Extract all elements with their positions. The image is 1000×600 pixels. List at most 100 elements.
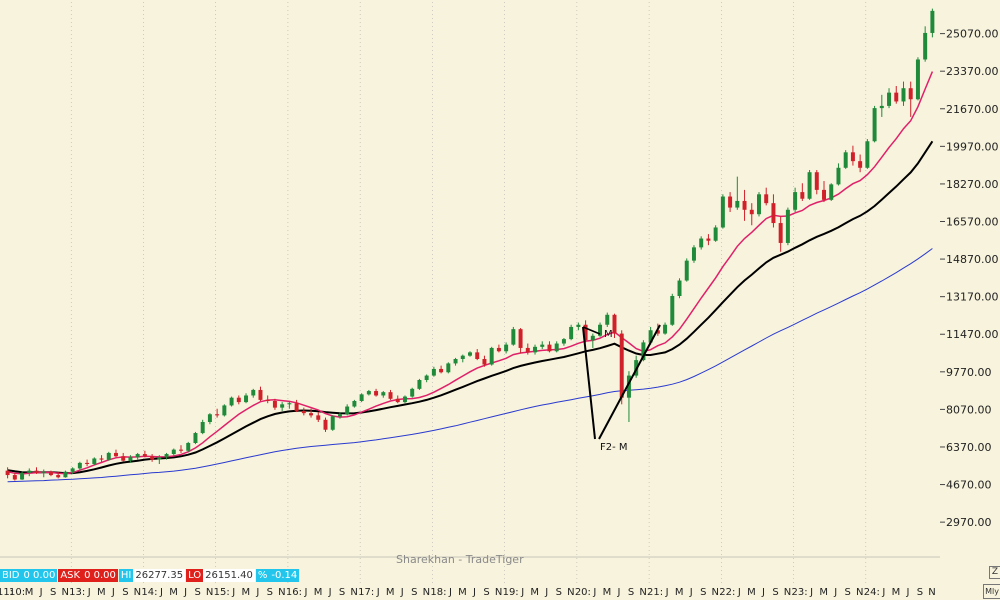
candle[interactable] xyxy=(764,187,769,206)
trendline-top[interactable] xyxy=(582,326,601,335)
candle[interactable] xyxy=(388,389,393,400)
candle[interactable] xyxy=(843,150,848,169)
candle[interactable] xyxy=(135,452,140,460)
candle[interactable] xyxy=(453,357,458,366)
candle[interactable] xyxy=(309,408,314,418)
zoom-button[interactable]: Z xyxy=(989,566,1000,579)
candle[interactable] xyxy=(179,445,183,453)
candle[interactable] xyxy=(757,192,761,217)
candle[interactable] xyxy=(605,312,610,327)
candle[interactable] xyxy=(908,81,913,117)
candle[interactable] xyxy=(294,399,299,413)
candle[interactable] xyxy=(439,365,444,374)
candle[interactable] xyxy=(489,346,494,366)
candle[interactable] xyxy=(879,94,884,117)
candle[interactable] xyxy=(583,320,588,343)
candle[interactable] xyxy=(684,258,689,282)
candle[interactable] xyxy=(301,407,306,416)
candle[interactable] xyxy=(706,234,711,246)
candle[interactable] xyxy=(323,417,328,432)
candle[interactable] xyxy=(359,393,364,403)
candle[interactable] xyxy=(251,388,256,398)
candle[interactable] xyxy=(63,470,68,478)
candle[interactable] xyxy=(229,396,234,407)
candle[interactable] xyxy=(12,472,17,481)
candle[interactable] xyxy=(27,468,32,477)
candle[interactable] xyxy=(829,183,834,201)
candle[interactable] xyxy=(504,342,509,354)
candle[interactable] xyxy=(150,454,155,462)
candle[interactable] xyxy=(670,293,675,326)
candle[interactable] xyxy=(48,470,53,477)
candle[interactable] xyxy=(728,192,733,212)
candle[interactable] xyxy=(576,322,581,331)
candle[interactable] xyxy=(316,412,321,422)
ma-mid-line[interactable] xyxy=(7,140,934,475)
candle[interactable] xyxy=(923,26,928,62)
candle[interactable] xyxy=(236,395,241,405)
candle[interactable] xyxy=(424,374,429,383)
candle[interactable] xyxy=(872,105,877,143)
candle[interactable] xyxy=(598,322,603,337)
candle[interactable] xyxy=(691,245,696,263)
candle[interactable] xyxy=(446,362,451,374)
candle[interactable] xyxy=(395,395,400,404)
candle[interactable] xyxy=(822,181,827,203)
candle[interactable] xyxy=(142,450,147,458)
candle[interactable] xyxy=(20,471,25,480)
candle[interactable] xyxy=(800,183,805,201)
candle[interactable] xyxy=(901,81,906,106)
candle[interactable] xyxy=(814,170,819,195)
candle[interactable] xyxy=(337,412,342,419)
candle[interactable] xyxy=(785,207,790,246)
candle[interactable] xyxy=(626,371,631,422)
candle[interactable] xyxy=(92,457,97,466)
candle[interactable] xyxy=(807,170,812,200)
candle[interactable] xyxy=(402,395,407,404)
candle[interactable] xyxy=(330,415,335,431)
candle[interactable] xyxy=(41,469,46,478)
candle[interactable] xyxy=(272,398,277,410)
candle[interactable] xyxy=(34,467,39,474)
candle[interactable] xyxy=(511,326,516,346)
candle[interactable] xyxy=(207,413,212,425)
candle[interactable] xyxy=(99,455,104,462)
candle[interactable] xyxy=(85,459,90,467)
candle[interactable] xyxy=(287,401,292,409)
candle[interactable] xyxy=(771,194,776,228)
candle[interactable] xyxy=(518,328,523,354)
candle[interactable] xyxy=(200,419,205,435)
candle[interactable] xyxy=(113,449,118,458)
candle[interactable] xyxy=(915,57,920,101)
period-button[interactable]: Mly xyxy=(983,584,1000,599)
candle[interactable] xyxy=(56,471,61,479)
candle[interactable] xyxy=(475,349,480,361)
candle[interactable] xyxy=(468,351,472,357)
trendline-down[interactable] xyxy=(582,326,596,440)
ma-slow-line[interactable] xyxy=(7,248,933,483)
candle[interactable] xyxy=(778,216,783,252)
candle[interactable] xyxy=(547,341,552,353)
candle[interactable] xyxy=(193,431,198,445)
candle[interactable] xyxy=(164,452,169,460)
candle[interactable] xyxy=(887,88,892,109)
candle[interactable] xyxy=(417,378,422,390)
candle[interactable] xyxy=(590,333,595,348)
trendline-up[interactable] xyxy=(598,324,661,440)
candle[interactable] xyxy=(720,194,725,229)
candle[interactable] xyxy=(663,322,668,335)
candle[interactable] xyxy=(280,402,285,411)
candle[interactable] xyxy=(345,404,350,416)
candle[interactable] xyxy=(171,448,176,457)
candle[interactable] xyxy=(749,203,754,226)
candle[interactable] xyxy=(836,163,841,186)
candle[interactable] xyxy=(410,387,415,398)
candle[interactable] xyxy=(533,344,538,355)
candle[interactable] xyxy=(619,330,624,405)
candle[interactable] xyxy=(215,408,220,418)
candle[interactable] xyxy=(930,8,935,38)
candle[interactable] xyxy=(793,187,798,212)
candle[interactable] xyxy=(128,455,133,463)
candle[interactable] xyxy=(265,395,270,404)
candle[interactable] xyxy=(496,344,501,353)
